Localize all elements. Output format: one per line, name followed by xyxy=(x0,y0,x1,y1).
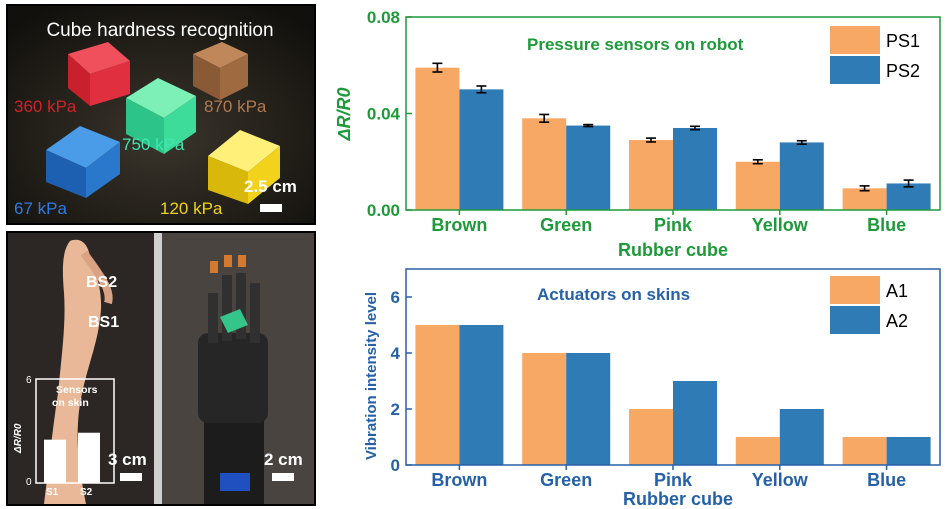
pressure-legend: PS1 PS2 xyxy=(830,26,920,84)
x-tick-blue: Blue xyxy=(867,470,906,490)
y-tick-label: 4 xyxy=(391,344,401,363)
cube-photo-title: Cube hardness recognition xyxy=(46,20,273,41)
cube-label-120: 120 kPa xyxy=(160,199,223,218)
inset-bar-s2 xyxy=(78,432,100,483)
y-tick-label: 6 xyxy=(391,288,400,307)
cube-label-750: 750 kPa xyxy=(122,135,185,154)
legend-ps1-label: PS1 xyxy=(886,31,920,51)
arm-scale-label: 3 cm xyxy=(108,450,147,469)
legend-a1-swatch xyxy=(830,276,880,304)
inset-ytick-top: 6 xyxy=(26,375,32,386)
robot-scale-bar xyxy=(272,473,294,481)
x-tick-pink: Pink xyxy=(654,470,693,490)
robot-scale-label: 2 cm xyxy=(264,450,303,469)
pressure-chart: 0.00 0.04 0.08 Brown Green Pink Yellow Blue Pr… xyxy=(334,8,941,260)
pressure-bars xyxy=(415,62,931,210)
cube-photo-drawing: Cube hardness recognition 360 kPa 870 kP… xyxy=(8,6,314,223)
y-tick-label: 0.08 xyxy=(367,8,400,27)
cube-photo: Cube hardness recognition 360 kPa 870 kP… xyxy=(6,4,316,225)
bar-a2-green xyxy=(566,353,611,465)
pressure-chart-title: Pressure sensors on robot xyxy=(527,35,744,54)
inset-xtick-s2: S2 xyxy=(80,487,93,498)
x-tick-pink: Pink xyxy=(654,215,693,235)
x-tick-brown: Brown xyxy=(431,215,487,235)
bar-a1-green xyxy=(522,353,567,465)
pressure-x-ticks: Brown Green Pink Yellow Blue xyxy=(431,210,906,235)
x-tick-yellow: Yellow xyxy=(752,215,809,235)
bar-ps1-brown xyxy=(415,67,460,210)
cube-scale-label: 2.5 cm xyxy=(244,177,297,196)
actuator-y-ticks: 0 2 4 6 xyxy=(391,288,412,475)
bar-ps1-green xyxy=(522,118,567,210)
actuator-ylabel: Vibration intensity level xyxy=(363,292,380,460)
cube-label-67: 67 kPa xyxy=(14,199,67,218)
arm-robot-photo: BS2 BS1 Sensors on skin 6 0 ΔR/R0 S1 S2 … xyxy=(6,231,316,506)
sensor-bs2-label: BS2 xyxy=(86,274,117,291)
blue-cube xyxy=(46,126,120,198)
brown-cube xyxy=(193,42,248,100)
legend-ps2-swatch xyxy=(830,56,880,84)
actuator-chart: 0 2 4 6 Brown Green Pink Yellow Blue Actuators … xyxy=(363,268,941,509)
actuator-x-ticks: Brown Green Pink Yellow Blue xyxy=(431,465,906,490)
x-tick-blue: Blue xyxy=(867,215,906,235)
bar-ps1-pink xyxy=(629,140,673,210)
pressure-y-ticks: 0.00 0.04 0.08 xyxy=(367,8,412,220)
inset-title-line2: on skin xyxy=(52,397,89,409)
inset-ytick-bottom: 0 xyxy=(26,477,32,488)
bar-a1-brown xyxy=(415,325,460,465)
human-arm xyxy=(44,239,113,504)
actuator-chart-title: Actuators on skins xyxy=(537,285,690,304)
inset-xtick-s1: S1 xyxy=(46,487,59,498)
inset-ylabel: ΔR/R0 xyxy=(13,423,24,454)
bar-a1-blue xyxy=(842,437,887,465)
yellow-cube xyxy=(208,130,280,204)
bar-ps2-blue xyxy=(886,183,931,210)
pressure-xlabel: Rubber cube xyxy=(618,240,728,260)
bar-ps2-green xyxy=(566,125,611,210)
cube-scale-bar xyxy=(260,204,282,212)
x-tick-yellow: Yellow xyxy=(752,470,809,490)
green-cube xyxy=(126,78,196,154)
arm-robot-drawing: BS2 BS1 Sensors on skin 6 0 ΔR/R0 S1 S2 … xyxy=(8,233,314,504)
y-tick-label: 0 xyxy=(391,456,400,475)
inset-bar-s1 xyxy=(44,439,66,483)
sensor-bs1-label: BS1 xyxy=(88,314,119,331)
bar-a2-blue xyxy=(886,437,931,465)
inset-sensor-chart: Sensors on skin 6 0 ΔR/R0 S1 S2 xyxy=(13,375,115,498)
bar-ps2-brown xyxy=(459,89,504,210)
y-tick-label: 0.00 xyxy=(367,201,400,220)
x-tick-brown: Brown xyxy=(431,470,487,490)
legend-a2-label: A2 xyxy=(886,311,908,331)
inset-title-line1: Sensors xyxy=(56,384,98,396)
pressure-ylabel: ΔR/R0 xyxy=(334,87,354,141)
bar-ps2-yellow xyxy=(779,142,824,210)
actuator-legend: A1 A2 xyxy=(830,276,908,334)
x-tick-green: Green xyxy=(540,470,592,490)
cube-label-360: 360 kPa xyxy=(14,97,77,116)
bar-a2-brown xyxy=(459,325,504,465)
y-tick-label: 0.04 xyxy=(367,105,401,124)
bar-ps2-pink xyxy=(673,127,717,210)
legend-ps2-label: PS2 xyxy=(886,61,920,81)
legend-a2-swatch xyxy=(830,306,880,334)
bar-a1-yellow xyxy=(735,437,780,465)
actuator-xlabel: Rubber cube xyxy=(623,489,733,509)
y-tick-label: 2 xyxy=(391,400,400,419)
actuator-bars xyxy=(415,325,931,465)
red-cube xyxy=(68,42,130,106)
bar-ps1-blue xyxy=(842,188,887,210)
cube-label-870: 870 kPa xyxy=(204,97,267,116)
legend-a1-label: A1 xyxy=(886,281,908,301)
bar-ps1-yellow xyxy=(735,161,780,210)
robot-hand xyxy=(198,255,268,504)
arm-scale-bar xyxy=(120,473,142,481)
bar-a2-pink xyxy=(673,381,717,465)
bar-a2-yellow xyxy=(779,409,824,465)
x-tick-green: Green xyxy=(540,215,592,235)
legend-ps1-swatch xyxy=(830,26,880,54)
bar-a1-pink xyxy=(629,409,673,465)
